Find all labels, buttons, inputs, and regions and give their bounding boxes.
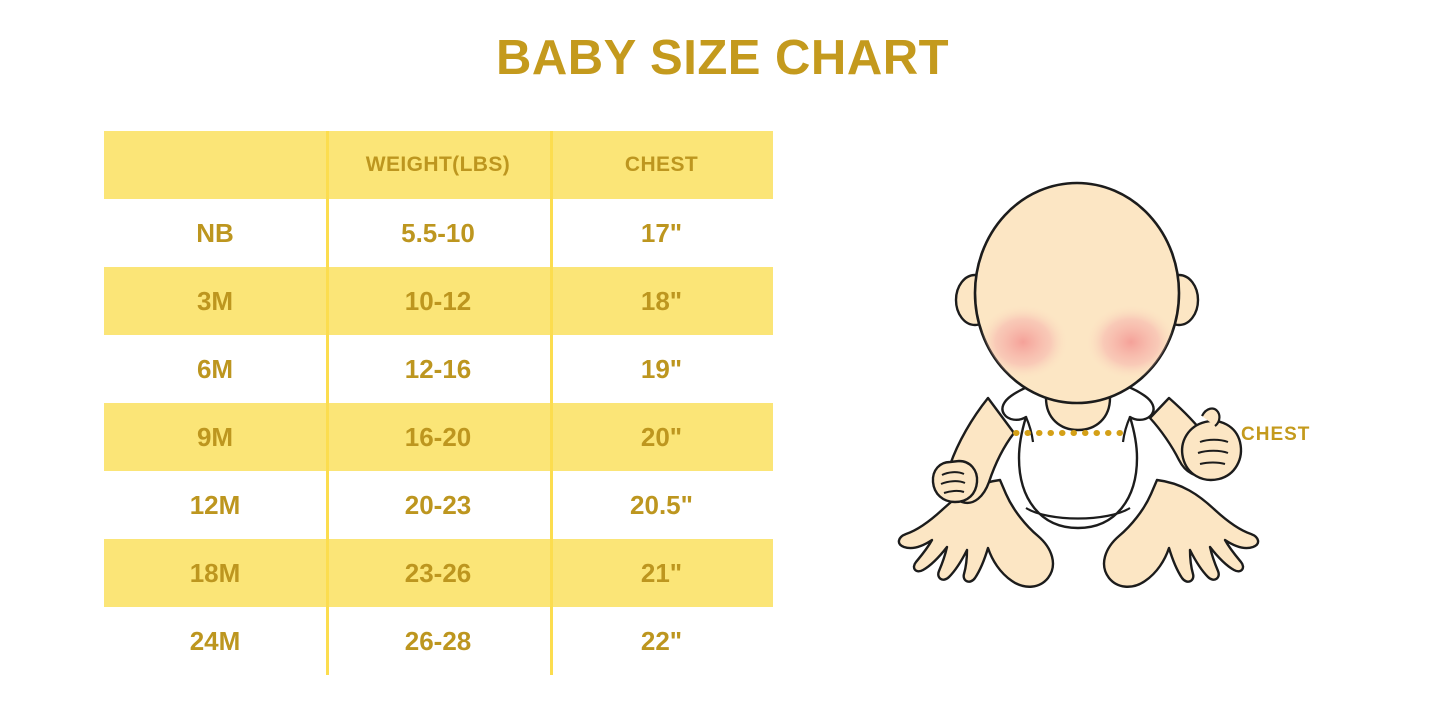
table-row: 9M 16-20 20" xyxy=(104,403,773,471)
baby-onesie xyxy=(1001,376,1155,530)
page-title: BABY SIZE CHART xyxy=(495,31,950,85)
cell-size: 9M xyxy=(196,421,234,452)
cell-weight: 12-16 xyxy=(404,353,472,384)
cell-size: 6M xyxy=(196,353,234,384)
cell-weight: 20-23 xyxy=(404,489,472,520)
chest-label: CHEST xyxy=(1241,424,1311,445)
cell-weight: 23-26 xyxy=(404,557,472,588)
cell-chest: 21" xyxy=(640,557,683,588)
cell-chest: 20.5" xyxy=(630,489,693,520)
column-divider-1 xyxy=(326,131,329,675)
column-divider-2 xyxy=(550,131,553,675)
table-row: 24M 26-28 22" xyxy=(104,607,773,675)
header-cell-weight: WEIGHT(LBS) xyxy=(365,153,511,176)
cell-size: 24M xyxy=(189,625,241,656)
table-row: 6M 12-16 19" xyxy=(104,335,773,403)
table-row: 18M 23-26 21" xyxy=(104,539,773,607)
cell-chest: 17" xyxy=(640,217,683,248)
blush-left xyxy=(977,304,1069,380)
baby-right-leg xyxy=(1102,478,1260,588)
baby-left-arm xyxy=(931,396,1016,505)
cell-weight: 5.5-10 xyxy=(401,217,475,248)
baby-head xyxy=(973,181,1181,405)
cell-size: NB xyxy=(196,217,234,248)
table-row: 3M 10-12 18" xyxy=(104,267,773,335)
size-chart-table: WEIGHT(LBS) CHEST NB 5.5-10 17" 3M 10-12… xyxy=(104,131,773,675)
cell-weight: 10-12 xyxy=(404,285,472,316)
cell-size: 3M xyxy=(196,285,234,316)
cell-weight: 16-20 xyxy=(404,421,472,452)
table-header-row: WEIGHT(LBS) CHEST xyxy=(104,131,773,199)
header-cell-chest: CHEST xyxy=(624,153,699,176)
cell-chest: 18" xyxy=(640,285,683,316)
table-row: 12M 20-23 20.5" xyxy=(104,471,773,539)
cell-size: 12M xyxy=(189,489,241,520)
header-cell-size xyxy=(104,131,326,199)
cell-chest: 22" xyxy=(640,625,683,656)
blush-right xyxy=(1085,304,1177,380)
baby-right-arm xyxy=(1148,396,1243,482)
table-row: NB 5.5-10 17" xyxy=(104,199,773,267)
cell-size: 18M xyxy=(189,557,241,588)
baby-left-leg xyxy=(897,478,1055,588)
cell-chest: 20" xyxy=(640,421,683,452)
cell-weight: 26-28 xyxy=(404,625,472,656)
cell-chest: 19" xyxy=(640,353,683,384)
baby-illustration xyxy=(880,150,1280,600)
